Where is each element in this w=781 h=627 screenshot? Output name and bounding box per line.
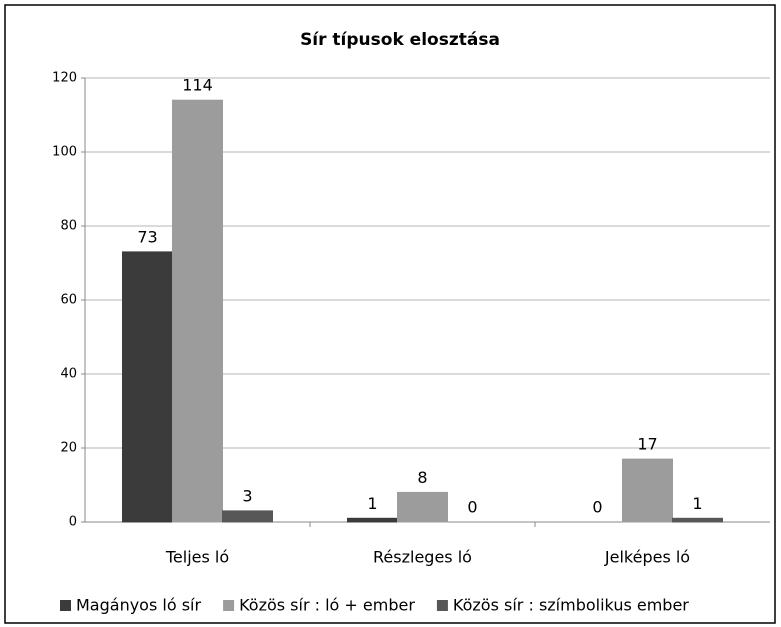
x-tick-label: Jelképes ló [604,548,690,567]
legend-label: Magányos ló sír [76,596,201,615]
y-tick-label: 120 [52,71,77,86]
data-label: 8 [417,468,427,487]
data-label: 17 [637,435,657,454]
y-tick-label: 80 [60,219,77,234]
bar [672,517,723,523]
data-label: 0 [467,498,477,517]
x-tick-label: Részleges ló [373,548,472,567]
data-label: 1 [692,494,702,513]
data-label: 3 [242,486,252,505]
bar [622,458,673,523]
bar [222,510,273,523]
x-tick-label: Teljes ló [165,548,229,567]
data-label: 1 [367,494,377,513]
data-label: 0 [592,498,602,517]
legend-label: Közös sír : ló + ember [239,596,415,615]
y-tick-label: 0 [69,515,77,530]
bar [397,491,448,523]
y-tick-label: 100 [52,145,77,160]
data-label: 114 [182,76,213,95]
data-label: 73 [137,227,157,246]
y-tick-label: 40 [60,367,77,382]
bar [172,99,223,523]
y-tick-label: 20 [60,441,77,456]
chart-title: Sír típusok elosztása [300,30,500,50]
legend-swatch [60,600,71,611]
frame [4,4,776,624]
legend-label: Közös sír : szímbolikus ember [453,596,689,615]
y-tick-label: 60 [60,293,77,308]
legend-swatch [436,600,448,611]
bar [122,251,173,523]
bar [347,517,398,523]
legend-swatch [223,600,235,611]
